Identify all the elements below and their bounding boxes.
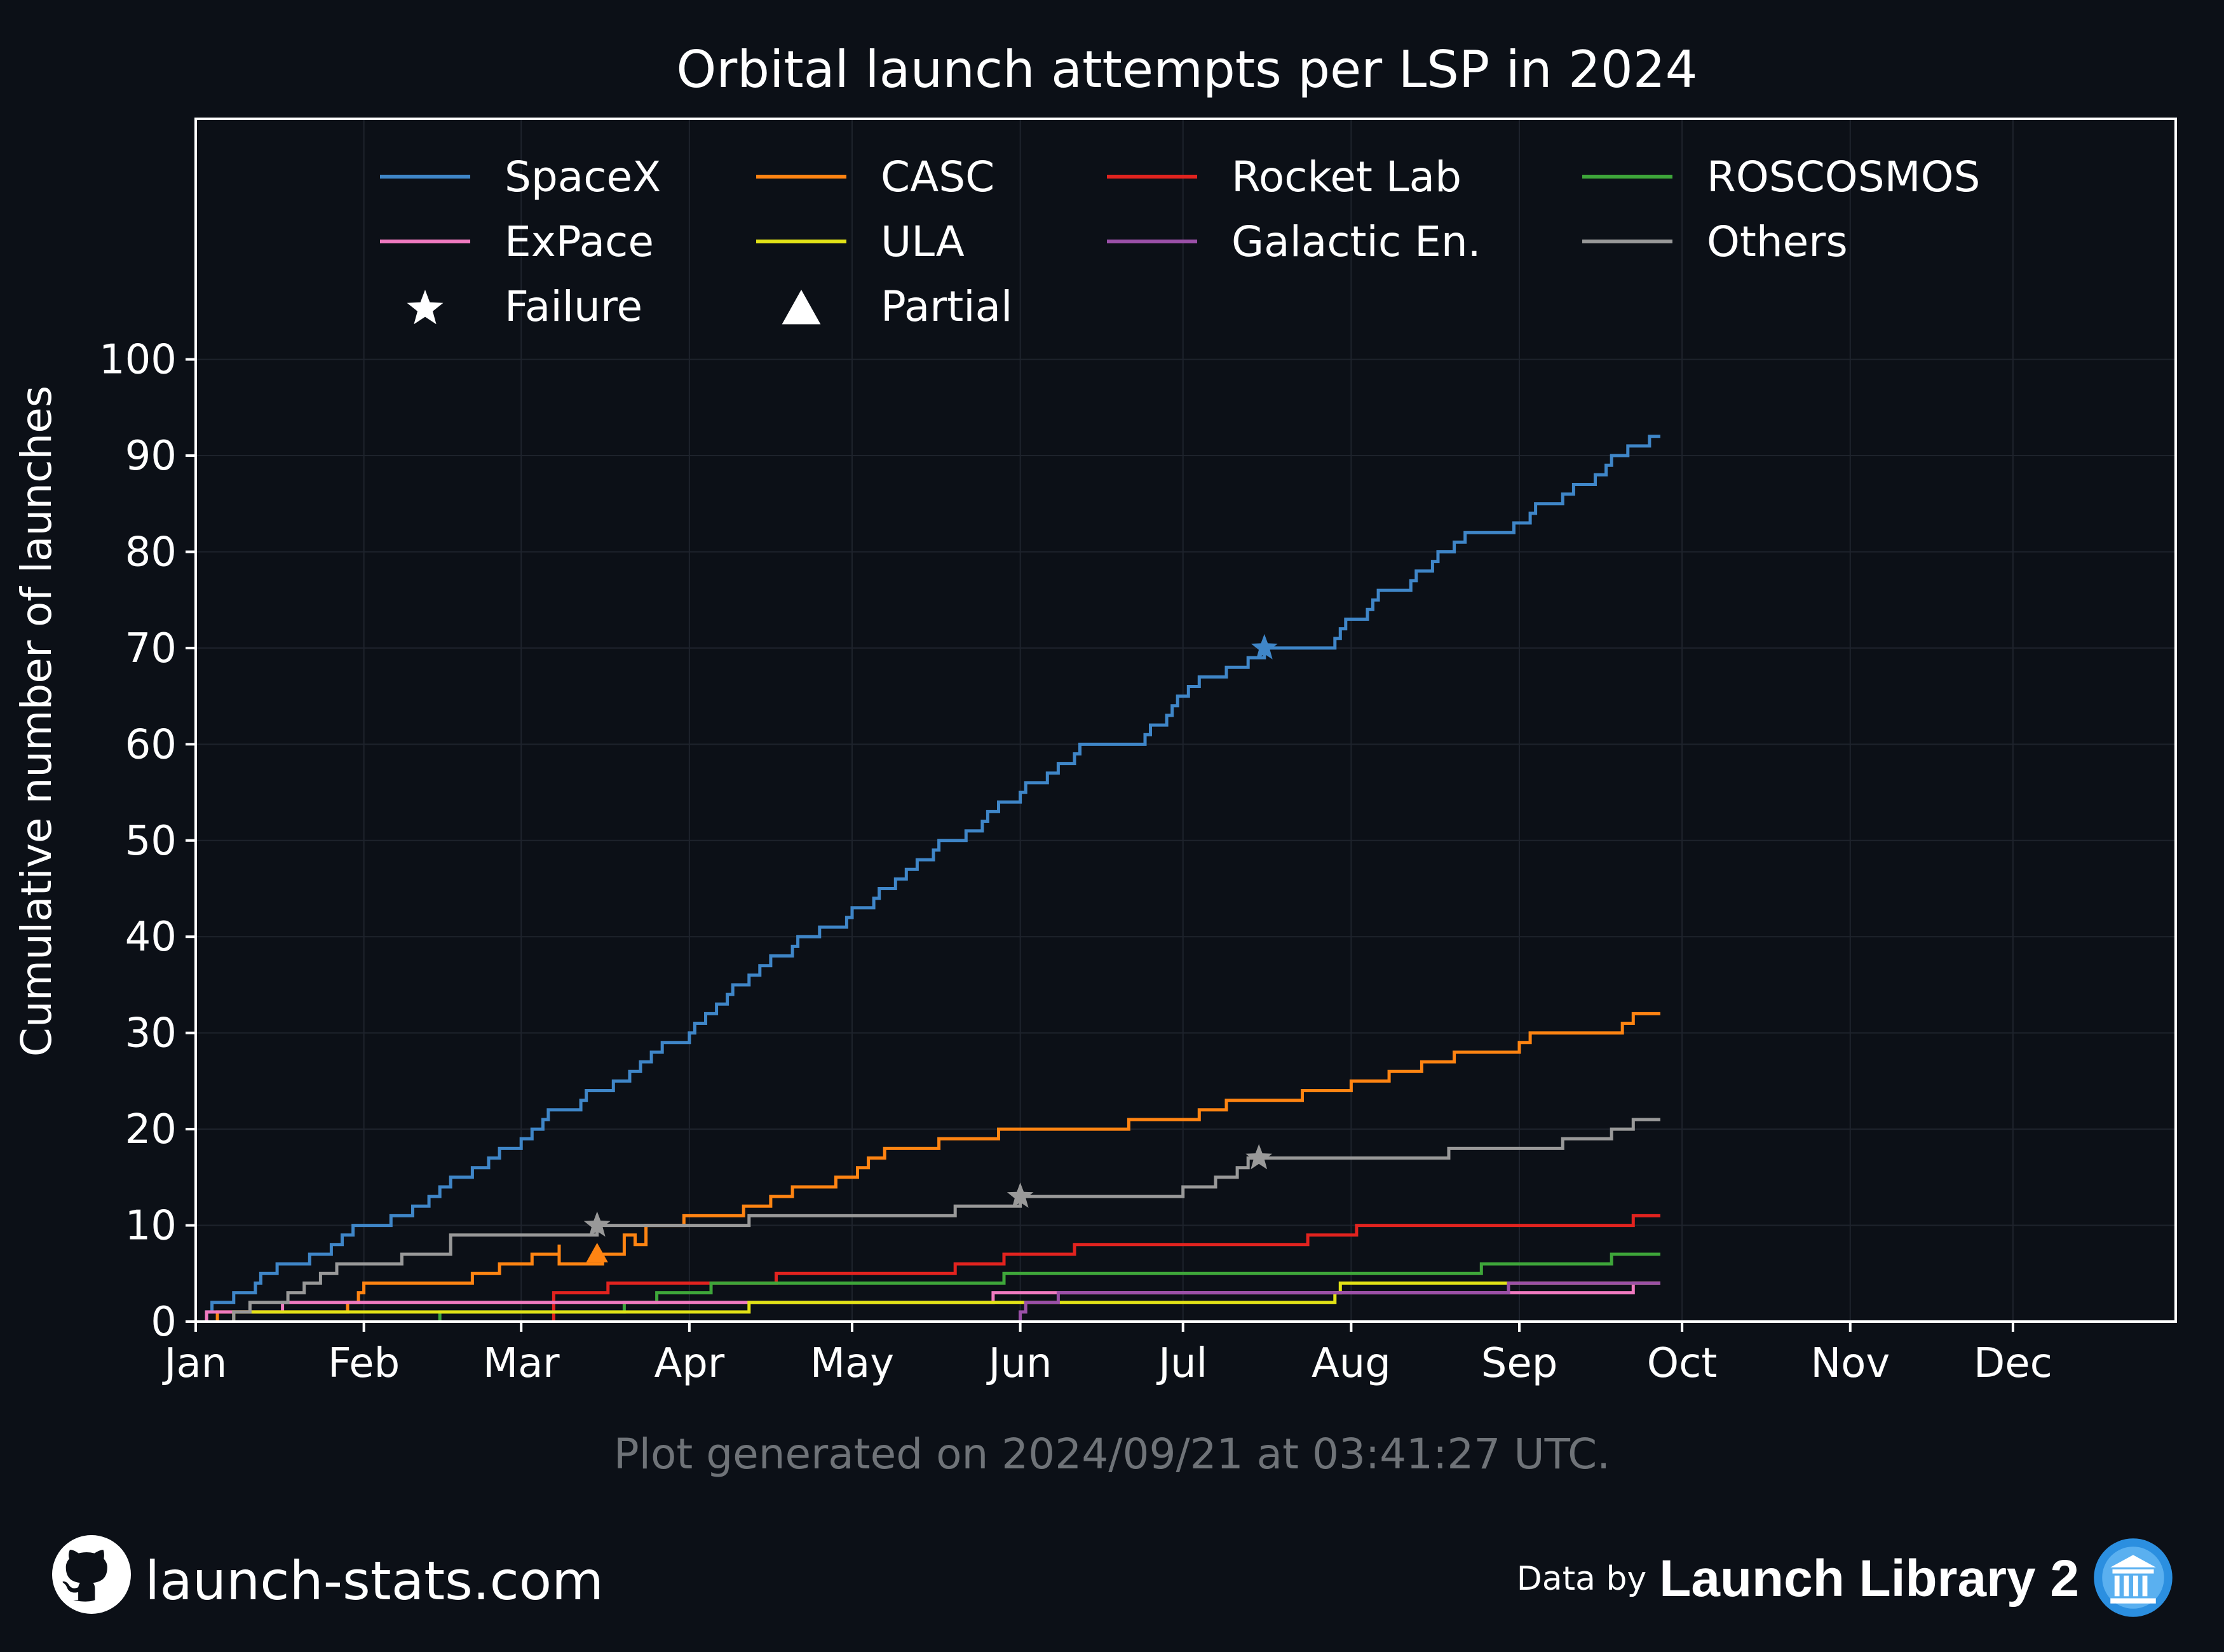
x-tick-label: Apr bbox=[654, 1340, 725, 1387]
x-tick-label: Feb bbox=[328, 1340, 400, 1387]
legend-label-galactic-en: Galactic En. bbox=[1231, 217, 1481, 266]
failure-marker-others bbox=[1245, 1144, 1273, 1170]
x-tick-label: Nov bbox=[1810, 1340, 1890, 1387]
plot-frame bbox=[194, 118, 2177, 1323]
x-tick-label: May bbox=[810, 1340, 894, 1387]
generated-note: Plot generated on 2024/09/21 at 03:41:27… bbox=[613, 1430, 1611, 1479]
legend-label-roscosmos: ROSCOSMOS bbox=[1707, 152, 1980, 201]
site-link[interactable]: launch-stats.com bbox=[52, 1535, 604, 1614]
x-tick-label: Dec bbox=[1974, 1340, 2052, 1387]
y-tick-label: 0 bbox=[151, 1299, 177, 1346]
failure-marker-spacex bbox=[1251, 633, 1278, 660]
y-tick-label: 50 bbox=[125, 818, 177, 865]
legend-label-partial: Partial bbox=[881, 282, 1012, 331]
failure-marker-others bbox=[583, 1211, 611, 1237]
data-credit: Data by Launch Library 2 bbox=[1516, 1538, 2174, 1617]
legend-label-others: Others bbox=[1707, 217, 1848, 266]
series-line-others bbox=[232, 1118, 1660, 1322]
site-link-text: launch-stats.com bbox=[145, 1550, 604, 1612]
chart-title: Orbital launch attempts per LSP in 2024 bbox=[676, 40, 1697, 99]
legend-label-failure: Failure bbox=[505, 282, 642, 331]
github-icon bbox=[52, 1535, 131, 1627]
legend-triangle-icon bbox=[782, 290, 821, 325]
library-icon bbox=[2092, 1536, 2174, 1622]
y-tick-label: 60 bbox=[125, 721, 177, 768]
y-axis-label: Cumulative number of launches bbox=[12, 386, 61, 1057]
x-tick-label: Jan bbox=[162, 1340, 227, 1387]
x-tick-label: Jun bbox=[986, 1340, 1052, 1387]
y-tick-label: 70 bbox=[125, 625, 177, 672]
credit-name: Launch Library 2 bbox=[1659, 1550, 2079, 1608]
x-tick-label: Mar bbox=[483, 1340, 560, 1387]
legend-label-spacex: SpaceX bbox=[505, 152, 661, 201]
series-line-spacex bbox=[205, 435, 1660, 1322]
y-tick-label: 90 bbox=[125, 433, 177, 480]
partial-marker-casc bbox=[586, 1243, 608, 1263]
series-line-galactic-en bbox=[1019, 1281, 1660, 1322]
outcome-markers bbox=[583, 633, 1278, 1263]
series-line-ula bbox=[232, 1281, 1660, 1322]
legend-star-icon bbox=[407, 290, 444, 325]
y-tick-label: 20 bbox=[125, 1106, 177, 1153]
legend: SpaceX CASC Rocket Lab ROSCOSMOS ExPace ULA Ga… bbox=[380, 152, 1980, 331]
y-tick-label: 80 bbox=[125, 529, 177, 576]
legend-label-ula: ULA bbox=[881, 217, 965, 266]
legend-label-casc: CASC bbox=[881, 152, 994, 201]
series-line-casc bbox=[215, 1012, 1660, 1322]
y-tick-label: 100 bbox=[99, 337, 177, 384]
y-tick-label: 10 bbox=[125, 1203, 177, 1250]
y-tick-label: 30 bbox=[125, 1010, 177, 1057]
x-axis: Jan Feb Mar Apr May Jun Jul Aug Sep Oct Nov Dec bbox=[162, 1322, 2052, 1387]
series-line-roscosmos bbox=[438, 1252, 1660, 1322]
credit-prefix: Data by bbox=[1516, 1560, 1647, 1598]
x-tick-label: Aug bbox=[1312, 1340, 1391, 1387]
x-tick-label: Jul bbox=[1156, 1340, 1207, 1387]
legend-label-rocket-lab: Rocket Lab bbox=[1231, 152, 1461, 201]
x-tick-label: Oct bbox=[1647, 1340, 1718, 1387]
series-lines bbox=[205, 435, 1660, 1322]
y-tick-label: 40 bbox=[125, 914, 177, 961]
legend-label-expace: ExPace bbox=[505, 217, 654, 266]
x-tick-label: Sep bbox=[1481, 1340, 1558, 1387]
failure-marker-others bbox=[1007, 1182, 1034, 1208]
y-axis: 0 10 20 30 40 50 60 70 80 90 100 bbox=[99, 337, 196, 1346]
gridlines bbox=[195, 119, 2176, 1322]
series-line-rocket-lab bbox=[552, 1214, 1660, 1322]
